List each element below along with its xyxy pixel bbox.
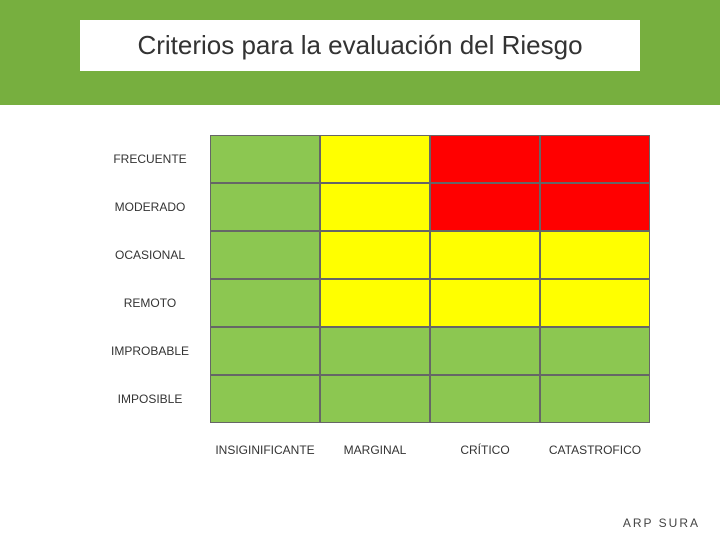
matrix-cell bbox=[540, 327, 650, 375]
matrix-cell bbox=[540, 279, 650, 327]
row-label: MODERADO bbox=[90, 183, 210, 231]
matrix-cell bbox=[540, 231, 650, 279]
matrix-cell bbox=[540, 135, 650, 183]
matrix-cell bbox=[320, 279, 430, 327]
page-title: Criterios para la evaluación del Riesgo bbox=[80, 20, 640, 71]
spacer bbox=[90, 423, 210, 471]
col-label: INSIGINIFICANTE bbox=[210, 423, 320, 471]
matrix-cell bbox=[430, 231, 540, 279]
matrix-cell bbox=[210, 231, 320, 279]
matrix-cell bbox=[210, 183, 320, 231]
matrix-cell bbox=[210, 135, 320, 183]
matrix-cell bbox=[430, 375, 540, 423]
col-label: CATASTROFICO bbox=[540, 423, 650, 471]
col-label: CRÍTICO bbox=[430, 423, 540, 471]
matrix-cell bbox=[540, 183, 650, 231]
matrix-cell bbox=[320, 327, 430, 375]
row-label: REMOTO bbox=[90, 279, 210, 327]
matrix-cell bbox=[210, 327, 320, 375]
matrix-cell bbox=[320, 375, 430, 423]
row-label: OCASIONAL bbox=[90, 231, 210, 279]
matrix-cell bbox=[430, 135, 540, 183]
matrix-cell bbox=[540, 375, 650, 423]
matrix-cell bbox=[320, 135, 430, 183]
risk-matrix: FRECUENTEMODERADOOCASIONALREMOTOIMPROBAB… bbox=[90, 135, 650, 471]
row-label: FRECUENTE bbox=[90, 135, 210, 183]
matrix-cell bbox=[430, 183, 540, 231]
footer-brand: ARP SURA bbox=[623, 516, 700, 530]
col-label: MARGINAL bbox=[320, 423, 430, 471]
row-label: IMPROBABLE bbox=[90, 327, 210, 375]
matrix-cell bbox=[210, 279, 320, 327]
matrix-cell bbox=[320, 183, 430, 231]
matrix-cell bbox=[320, 231, 430, 279]
matrix-cell bbox=[210, 375, 320, 423]
matrix-cell bbox=[430, 279, 540, 327]
row-label: IMPOSIBLE bbox=[90, 375, 210, 423]
matrix-cell bbox=[430, 327, 540, 375]
